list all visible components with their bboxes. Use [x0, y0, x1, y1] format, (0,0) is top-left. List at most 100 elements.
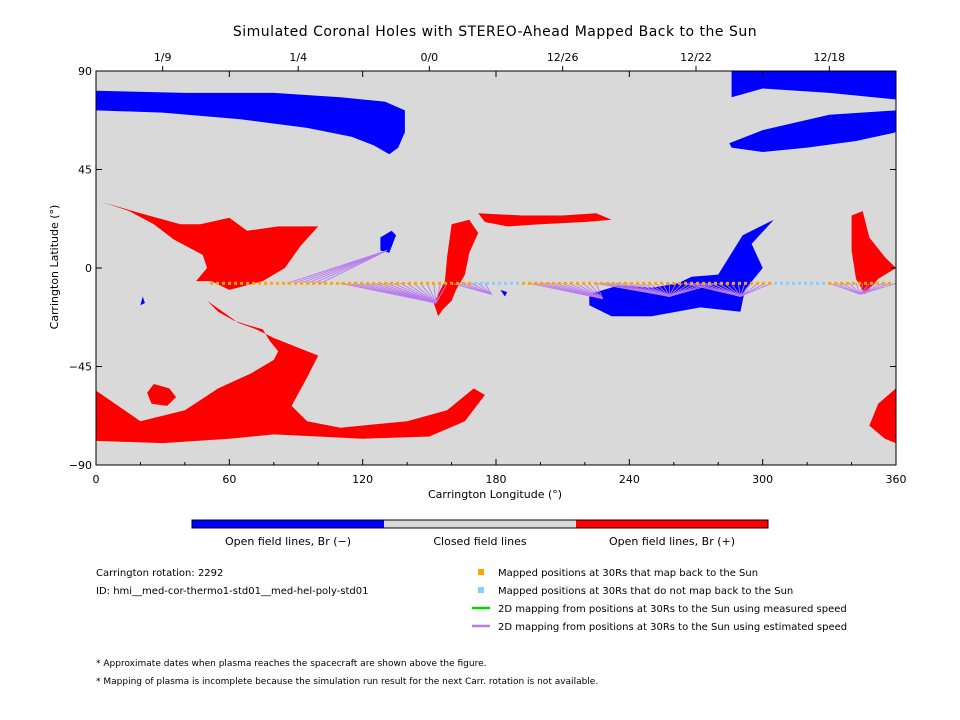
mapped-position-maps-back [708, 281, 712, 285]
mapping-line [655, 283, 670, 297]
mapped-position-maps-back [582, 281, 586, 285]
mapping-line [393, 282, 437, 304]
mapped-position-maps-back [726, 281, 730, 285]
run-id: ID: hmi__med-cor-thermo1-std01__med-hel-… [96, 586, 369, 597]
mapped-position-maps-back [672, 281, 676, 285]
y-axis-ticks: −90 −45 0 45 90 [69, 65, 896, 472]
mapped-position-maps-back [636, 281, 640, 285]
plot-area [95, 70, 897, 466]
mapped-position-maps-back [252, 281, 256, 285]
top-date-label: 12/26 [547, 51, 579, 64]
mapping-line [737, 283, 741, 297]
mapped-position-maps-back [462, 281, 466, 285]
mapping-line [711, 282, 741, 297]
mapped-position-no-map-back [504, 281, 508, 285]
mapping-line [649, 282, 670, 297]
mapped-position-maps-back [444, 281, 448, 285]
mapped-position-no-map-back [516, 281, 520, 285]
mapped-position-maps-back [306, 281, 310, 285]
mapped-position-maps-back [612, 281, 616, 285]
colorbar-label-closed: Closed field lines [433, 535, 527, 548]
mapping-line [731, 283, 741, 297]
mapped-position-maps-back [642, 281, 646, 285]
x-tick-label: 300 [752, 473, 773, 486]
mapped-position-maps-back [270, 281, 274, 285]
mapped-position-no-map-back [510, 281, 514, 285]
mapping-line [642, 282, 670, 297]
mapping-line [582, 282, 603, 300]
open-negative-region [500, 289, 508, 297]
mapping-line [406, 282, 437, 304]
mapped-position-maps-back [210, 281, 214, 285]
mapped-position-maps-back [600, 281, 604, 285]
open-negative-region [96, 71, 405, 155]
mapped-position-maps-back [876, 281, 880, 285]
mapping-line [849, 283, 861, 295]
y-tick-label: 90 [78, 65, 92, 78]
mapped-position-no-map-back [816, 281, 820, 285]
mapped-position-no-map-back [792, 281, 796, 285]
mapping-line [413, 282, 437, 304]
note-incomplete: * Mapping of plasma is incomplete becaus… [96, 677, 598, 687]
mapped-position-maps-back [570, 281, 574, 285]
mapped-position-no-map-back [810, 281, 814, 285]
mapped-position-maps-back [342, 281, 346, 285]
mapping-line [386, 282, 437, 304]
mapping-line [669, 283, 683, 297]
y-tick-label: 0 [85, 262, 92, 275]
open-positive-region [478, 213, 612, 227]
mapped-position-maps-back [624, 281, 628, 285]
mapped-position-no-map-back [774, 281, 778, 285]
mapped-position-maps-back [720, 281, 724, 285]
y-tick-label: 45 [78, 164, 92, 177]
mapped-position-maps-back [414, 281, 418, 285]
mapped-position-no-map-back [780, 281, 784, 285]
mapping-line [740, 282, 772, 297]
mapped-position-no-map-back [474, 281, 478, 285]
mapped-position-maps-back [888, 281, 892, 285]
x-tick-label: 360 [886, 473, 907, 486]
mapping-line [471, 282, 492, 295]
mapping-line [860, 283, 864, 295]
colorbar-frame [191, 519, 769, 529]
mapping-line [400, 282, 437, 304]
mapped-position-maps-back [882, 281, 886, 285]
mapped-positions-track [210, 281, 892, 285]
mapped-position-maps-back [456, 281, 460, 285]
mapped-position-maps-back [648, 281, 652, 285]
mapped-position-maps-back [522, 281, 526, 285]
mapping-line [669, 282, 690, 297]
mapped-position-maps-back [282, 281, 286, 285]
mapping-line [740, 283, 746, 297]
mapped-position-maps-back [534, 281, 538, 285]
mapped-position-maps-back [432, 281, 436, 285]
mapping-line [433, 283, 437, 304]
mapped-position-maps-back [336, 281, 340, 285]
mapping-line [829, 282, 861, 295]
legend-label-no-map-back: Mapped positions at 30Rs that do not map… [498, 586, 793, 597]
colorbar: Open field lines, Br (−) Closed field li… [191, 519, 769, 548]
colorbar-negative [192, 520, 384, 528]
open-positive-region [96, 300, 485, 444]
legend-label-estimated-speed: 2D mapping from positions at 30Rs to the… [498, 622, 847, 633]
legend-label-maps-back: Mapped positions at 30Rs that map back t… [498, 568, 758, 579]
open-negative-region [731, 71, 896, 100]
mapping-line [717, 282, 741, 297]
mapped-position-maps-back [240, 281, 244, 285]
legend: Mapped positions at 30Rs that map back t… [472, 568, 847, 633]
mapped-position-maps-back [438, 281, 442, 285]
mapped-position-maps-back [294, 281, 298, 285]
x-axis-label: Carrington Longitude (°) [428, 488, 562, 501]
mapped-position-maps-back [678, 281, 682, 285]
mapped-position-maps-back [300, 281, 304, 285]
mapped-position-maps-back [618, 281, 622, 285]
colorbar-closed [384, 520, 576, 528]
mapped-position-maps-back [762, 281, 766, 285]
carrington-rotation: Carrington rotation: 2292 [96, 568, 223, 579]
mapped-position-maps-back [324, 281, 328, 285]
open-positive-regions [96, 202, 896, 444]
mapped-position-maps-back [744, 281, 748, 285]
mapped-position-no-map-back [492, 281, 496, 285]
mapped-position-maps-back [366, 281, 370, 285]
mapped-position-maps-back [576, 281, 580, 285]
